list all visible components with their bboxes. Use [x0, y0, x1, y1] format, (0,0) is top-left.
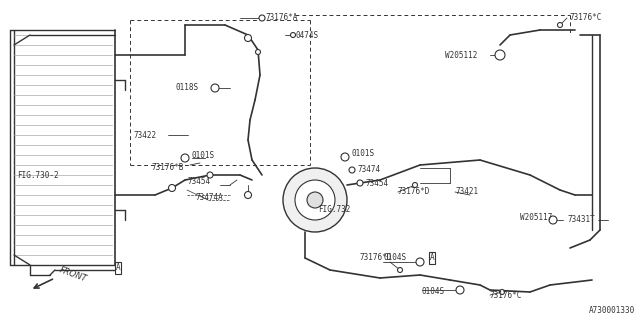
Circle shape	[168, 185, 175, 191]
Circle shape	[357, 180, 363, 186]
Text: FRONT: FRONT	[58, 266, 88, 284]
Circle shape	[549, 216, 557, 224]
Circle shape	[495, 50, 505, 60]
Text: 73176*D: 73176*D	[360, 253, 392, 262]
Text: 73176*D: 73176*D	[398, 188, 430, 196]
Text: 73431T: 73431T	[568, 215, 596, 225]
Text: 73176*C: 73176*C	[490, 291, 522, 300]
Circle shape	[413, 182, 417, 188]
Circle shape	[416, 258, 424, 266]
Text: W205117: W205117	[520, 213, 552, 222]
Text: FIG.732: FIG.732	[318, 205, 350, 214]
Text: A730001330: A730001330	[589, 306, 635, 315]
Circle shape	[397, 268, 403, 273]
Circle shape	[341, 153, 349, 161]
Circle shape	[349, 167, 355, 173]
Text: 0101S: 0101S	[192, 150, 215, 159]
Text: 73454: 73454	[366, 179, 389, 188]
Circle shape	[557, 22, 563, 28]
Text: 0118S: 0118S	[175, 84, 198, 92]
Text: 73176*B: 73176*B	[152, 164, 184, 172]
Circle shape	[244, 191, 252, 198]
Text: 0101S: 0101S	[352, 148, 375, 157]
Circle shape	[307, 192, 323, 208]
Text: FIG.730-2: FIG.730-2	[17, 171, 59, 180]
Circle shape	[207, 172, 213, 178]
Circle shape	[211, 84, 219, 92]
Circle shape	[499, 290, 504, 294]
Circle shape	[181, 154, 189, 162]
Circle shape	[244, 35, 252, 42]
Text: 0474S: 0474S	[296, 30, 319, 39]
Circle shape	[283, 168, 347, 232]
Circle shape	[255, 50, 260, 54]
Text: 73176*C: 73176*C	[570, 13, 602, 22]
Text: 73421: 73421	[455, 188, 478, 196]
Text: A: A	[116, 263, 120, 273]
Text: 73422: 73422	[133, 131, 156, 140]
Text: 0104S: 0104S	[383, 253, 406, 262]
Text: 73474: 73474	[358, 165, 381, 174]
Circle shape	[295, 180, 335, 220]
Text: 73454: 73454	[187, 178, 210, 187]
Circle shape	[456, 286, 464, 294]
Circle shape	[259, 15, 265, 21]
Text: 73176*A: 73176*A	[265, 13, 298, 22]
Text: W205112: W205112	[445, 51, 477, 60]
Text: 0104S: 0104S	[422, 287, 445, 297]
Text: A: A	[429, 253, 435, 262]
Text: 73474A: 73474A	[195, 193, 223, 202]
Circle shape	[291, 33, 296, 37]
